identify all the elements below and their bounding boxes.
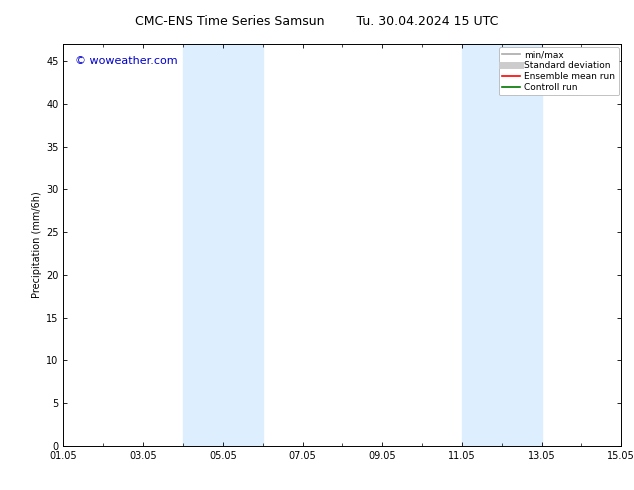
Y-axis label: Precipitation (mm/6h): Precipitation (mm/6h) (32, 192, 42, 298)
Text: © woweather.com: © woweather.com (75, 56, 177, 66)
Legend: min/max, Standard deviation, Ensemble mean run, Controll run: min/max, Standard deviation, Ensemble me… (499, 47, 619, 96)
Bar (183, 44, 262, 446)
Text: CMC-ENS Time Series Samsun        Tu. 30.04.2024 15 UTC: CMC-ENS Time Series Samsun Tu. 30.04.202… (135, 15, 499, 28)
Bar (462, 44, 541, 446)
